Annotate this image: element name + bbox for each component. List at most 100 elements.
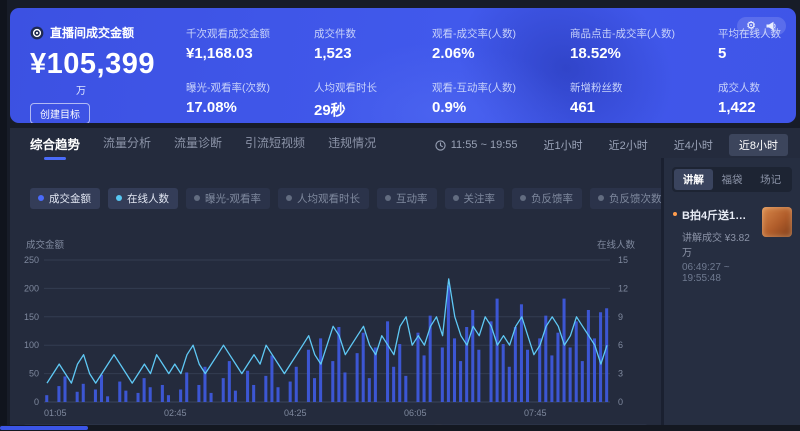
tab-overall-trend[interactable]: 综合趋势 bbox=[30, 134, 80, 157]
svg-text:15: 15 bbox=[618, 255, 628, 265]
item-bullet-dot bbox=[673, 212, 677, 216]
kpi-label: 平均在线人数 bbox=[718, 28, 781, 40]
left-edge-strip bbox=[0, 0, 7, 431]
svg-text:200: 200 bbox=[24, 283, 39, 293]
kpi-label: 人均观看时长 bbox=[314, 82, 377, 94]
chip-follow-rate[interactable]: 关注率 bbox=[444, 187, 504, 209]
kpi-grid: 千次观看成交金额 ¥1,168.03 曝光-观看率(次数) 17.08% 成交件数 1… bbox=[178, 8, 796, 123]
chip-dot bbox=[286, 195, 292, 201]
chip-label: 互动率 bbox=[396, 192, 428, 205]
tab-label: 引流短视频 bbox=[245, 135, 306, 150]
right-sidebar: 讲解 福袋 场记 B拍4斤送1斤共35-4... 讲解成交 ¥3.82万 06:… bbox=[661, 158, 800, 425]
kpi-stat: 平均在线人数 5 bbox=[718, 26, 796, 65]
tab-referral-videos[interactable]: 引流短视频 bbox=[245, 134, 305, 157]
svg-text:0: 0 bbox=[34, 397, 39, 407]
scrollbar-thumb[interactable] bbox=[0, 426, 88, 430]
svg-text:6: 6 bbox=[618, 340, 623, 350]
kpi-value: 1,422 bbox=[718, 99, 756, 116]
chip-label: 成交金额 bbox=[49, 192, 91, 205]
svg-text:04:25: 04:25 bbox=[284, 408, 307, 418]
chip-dot bbox=[452, 195, 459, 201]
create-goal-button[interactable]: 创建目标 bbox=[30, 103, 90, 123]
chip-negative-feedback-rate[interactable]: 负反馈率 bbox=[512, 187, 582, 209]
kpi-stat: 新增粉丝数 461 bbox=[570, 80, 718, 123]
bottom-scrollbar[interactable] bbox=[0, 425, 800, 431]
primary-kpi: 直播间成交金额 ¥105,399 万 创建目标 bbox=[10, 8, 178, 123]
sidebar-tab-lucky-bag[interactable]: 福袋 bbox=[721, 174, 743, 186]
chip-dot bbox=[385, 195, 391, 201]
chip-interaction-rate[interactable]: 互动率 bbox=[377, 187, 437, 209]
chip-label: 负反馈次数 bbox=[609, 192, 662, 205]
tab-traffic-analysis[interactable]: 流量分析 bbox=[103, 134, 151, 157]
banner-icon-group: ⚙ bbox=[737, 17, 786, 35]
primary-kpi-value: ¥105,399 bbox=[30, 48, 155, 80]
kpi-label: 曝光-观看率(次数) bbox=[186, 82, 270, 94]
kpi-label: 千次观看成交金额 bbox=[186, 28, 270, 40]
chip-label: 曝光-观看率 bbox=[205, 192, 261, 205]
kpi-value: 17.08% bbox=[186, 99, 237, 116]
kpi-stat: 观看-成交率(人数) 2.06% bbox=[432, 26, 570, 65]
svg-text:12: 12 bbox=[618, 283, 628, 293]
tab-traffic-diagnosis[interactable]: 流量诊断 bbox=[174, 134, 222, 157]
axis-titles: 成交金额 在线人数 bbox=[10, 230, 661, 251]
gear-icon[interactable]: ⚙ bbox=[746, 19, 756, 32]
sidebar-tab-explain[interactable]: 讲解 bbox=[674, 169, 713, 190]
chart-column: 成交金额 在线人数 曝光-观看率 人均观看时长 互动率 关注率 负反馈率 负反馈… bbox=[10, 158, 798, 431]
kpi-label: 观看-互动率(人数) bbox=[432, 82, 516, 94]
chip-dot bbox=[598, 195, 604, 201]
svg-text:250: 250 bbox=[24, 255, 39, 265]
main-panel: 综合趋势 流量分析 流量诊断 引流短视频 违规情况 11:55 ~ 19:55 … bbox=[10, 128, 800, 431]
chip-dot bbox=[38, 195, 44, 201]
time-range-text: 11:55 ~ 19:55 bbox=[450, 139, 518, 151]
target-icon bbox=[30, 26, 44, 39]
chip-avg-watch-time[interactable]: 人均观看时长 bbox=[278, 187, 369, 209]
svg-text:02:45: 02:45 bbox=[164, 408, 187, 418]
chip-dot bbox=[194, 195, 200, 201]
svg-text:150: 150 bbox=[24, 312, 39, 322]
primary-kpi-label: 直播间成交金额 bbox=[50, 26, 135, 40]
range-1h-button[interactable]: 近1小时 bbox=[534, 134, 593, 156]
kpi-value: 18.52% bbox=[570, 45, 621, 62]
primary-kpi-unit: 万 bbox=[76, 86, 86, 97]
svg-text:3: 3 bbox=[618, 369, 623, 379]
range-8h-button[interactable]: 近8小时 bbox=[728, 134, 788, 156]
chip-exposure-view-rate[interactable]: 曝光-观看率 bbox=[186, 187, 270, 209]
kpi-banner: 直播间成交金额 ¥105,399 万 创建目标 千次观看成交金额 ¥1,168.0… bbox=[10, 8, 796, 123]
svg-text:9: 9 bbox=[618, 312, 623, 322]
chip-label: 负反馈率 bbox=[531, 192, 573, 205]
chip-label: 在线人数 bbox=[127, 192, 169, 205]
chip-gmv[interactable]: 成交金额 bbox=[30, 187, 100, 209]
chip-label: 关注率 bbox=[463, 192, 496, 205]
kpi-stat: 商品点击-成交率(人数) 18.52% bbox=[570, 26, 718, 65]
svg-text:07:45: 07:45 bbox=[524, 408, 547, 418]
chip-dot bbox=[116, 195, 122, 201]
range-4h-button[interactable]: 近4小时 bbox=[664, 134, 723, 156]
content-row: 成交金额 在线人数 曝光-观看率 人均观看时长 互动率 关注率 负反馈率 负反馈… bbox=[10, 158, 800, 431]
time-controls: 11:55 ~ 19:55 近1小时 近2小时 近4小时 近8小时 bbox=[435, 134, 788, 156]
range-2h-button[interactable]: 近2小时 bbox=[599, 134, 658, 156]
kpi-value: 29秒 bbox=[314, 102, 346, 119]
trend-chart: 0 50 100 150 200 250 0 3 6 9 12 15 01:05 02:45 04:25 06… bbox=[24, 255, 628, 418]
kpi-label: 观看-成交率(人数) bbox=[432, 28, 516, 40]
kpi-label: 成交人数 bbox=[718, 82, 760, 94]
metric-chips: 成交金额 在线人数 曝光-观看率 人均观看时长 互动率 关注率 负反馈率 负反馈… bbox=[10, 166, 798, 230]
sidebar-tab-notes[interactable]: 场记 bbox=[760, 174, 782, 186]
tab-label: 流量分析 bbox=[103, 135, 152, 150]
kpi-stat: 人均观看时长 29秒 bbox=[314, 80, 432, 123]
chip-negative-feedback-count[interactable]: 负反馈次数 bbox=[590, 187, 671, 209]
kpi-stat: 成交件数 1,523 bbox=[314, 26, 432, 65]
kpi-value: 1,523 bbox=[314, 45, 352, 62]
svg-text:0: 0 bbox=[618, 397, 623, 407]
tab-label: 违规情况 bbox=[328, 135, 377, 150]
explain-list-item[interactable]: B拍4斤送1斤共35-4... 讲解成交 ¥3.82万 06:49:27 ~ 1… bbox=[672, 207, 792, 284]
kpi-label: 商品点击-成交率(人数) bbox=[570, 28, 675, 40]
item-title: B拍4斤送1斤共35-4... bbox=[682, 210, 756, 222]
time-range: 11:55 ~ 19:55 bbox=[435, 139, 518, 151]
tab-violations[interactable]: 违规情况 bbox=[328, 134, 376, 157]
kpi-stat: 曝光-观看率(次数) 17.08% bbox=[186, 80, 314, 123]
kpi-stat: 观看-互动率(人数) 0.9% bbox=[432, 80, 570, 123]
chip-dot bbox=[520, 195, 526, 201]
chip-label: 人均观看时长 bbox=[297, 192, 360, 205]
chip-online-users[interactable]: 在线人数 bbox=[108, 187, 178, 209]
megaphone-icon[interactable] bbox=[765, 20, 777, 32]
